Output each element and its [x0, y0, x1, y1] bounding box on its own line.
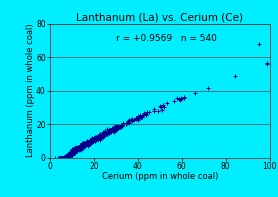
- Text: r = +0.9569   n = 540: r = +0.9569 n = 540: [116, 34, 217, 43]
- X-axis label: Cerium (ppm in whole coal): Cerium (ppm in whole coal): [102, 172, 218, 181]
- Y-axis label: Lanthanum (ppm in whole coal): Lanthanum (ppm in whole coal): [26, 24, 35, 157]
- Title: Lanthanum (La) vs. Cerium (Ce): Lanthanum (La) vs. Cerium (Ce): [76, 13, 243, 23]
